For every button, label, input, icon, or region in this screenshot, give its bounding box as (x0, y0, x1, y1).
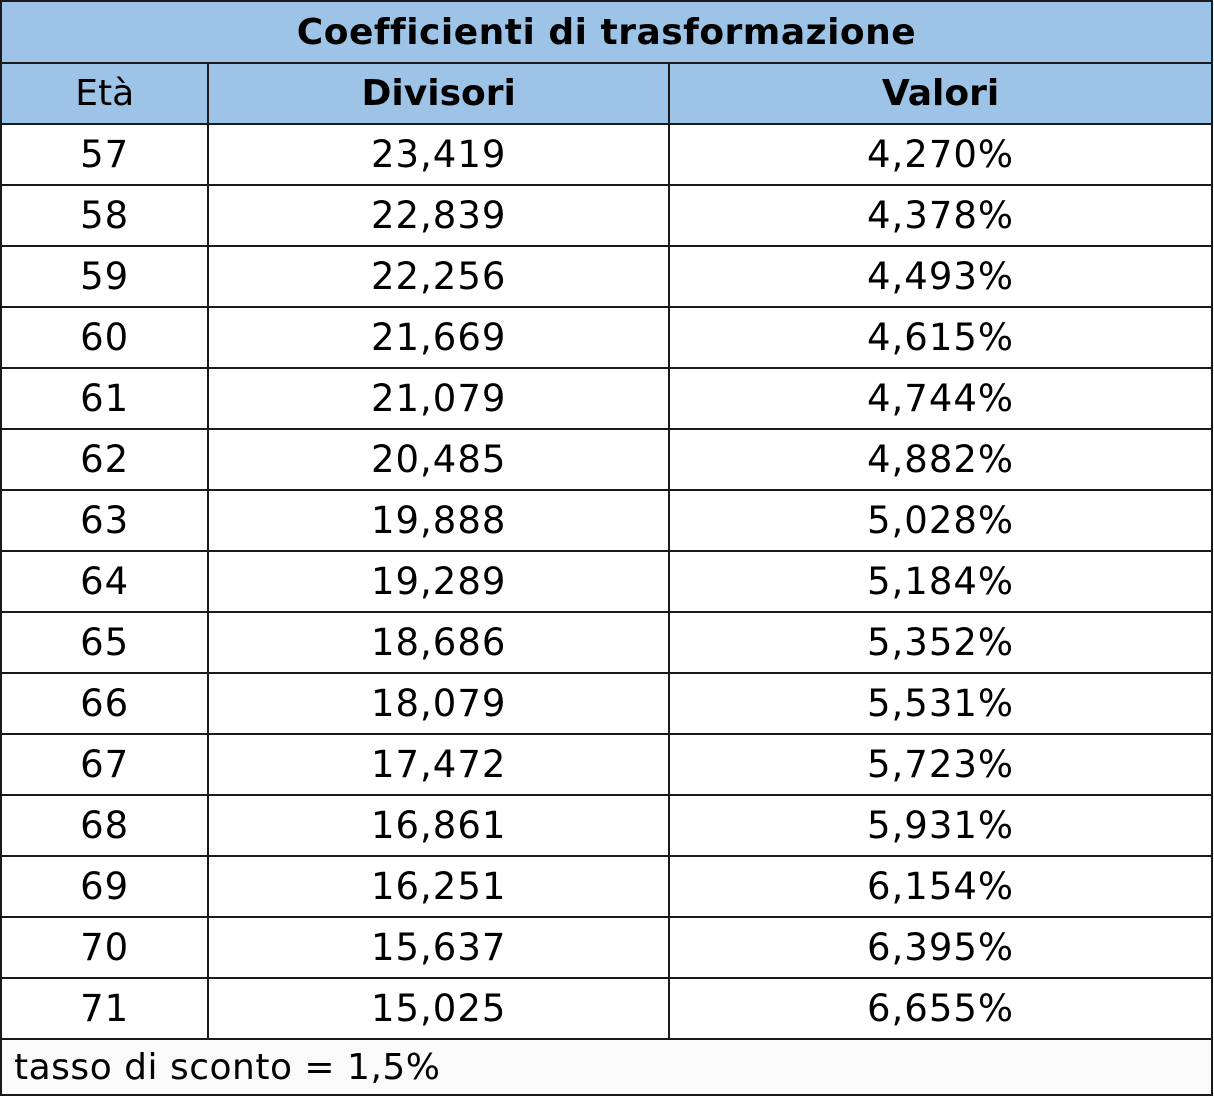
discount-rate-note: tasso di sconto = 1,5% (0, 1038, 1213, 1096)
cell-eta: 64 (0, 550, 210, 613)
table-row: 69 16,251 6,154% (0, 855, 1213, 918)
table-row: 61 21,079 4,744% (0, 367, 1213, 430)
cell-valori: 4,744% (668, 367, 1213, 430)
table-row: 66 18,079 5,531% (0, 672, 1213, 735)
cell-divisori: 15,025 (207, 977, 671, 1040)
cell-eta: 57 (0, 123, 210, 186)
cell-eta: 62 (0, 428, 210, 491)
table-row: 59 22,256 4,493% (0, 245, 1213, 308)
cell-divisori: 22,839 (207, 184, 671, 247)
cell-divisori: 18,079 (207, 672, 671, 735)
footer-row: tasso di sconto = 1,5% (0, 1038, 1213, 1096)
cell-valori: 4,378% (668, 184, 1213, 247)
column-header-eta: Età (0, 62, 210, 125)
cell-eta: 69 (0, 855, 210, 918)
table-row: 60 21,669 4,615% (0, 306, 1213, 369)
column-header-valori: Valori (668, 62, 1213, 125)
cell-eta: 68 (0, 794, 210, 857)
table-row: 63 19,888 5,028% (0, 489, 1213, 552)
cell-eta: 59 (0, 245, 210, 308)
table-row: 64 19,289 5,184% (0, 550, 1213, 613)
cell-valori: 4,615% (668, 306, 1213, 369)
table-row: 65 18,686 5,352% (0, 611, 1213, 674)
header-row: Età Divisori Valori (0, 62, 1213, 125)
cell-valori: 5,531% (668, 672, 1213, 735)
cell-divisori: 18,686 (207, 611, 671, 674)
table-body: 57 23,419 4,270% 58 22,839 4,378% 59 22,256 4,49… (0, 123, 1213, 1040)
title-row: Coefficienti di trasformazione (0, 0, 1213, 64)
cell-divisori: 21,079 (207, 367, 671, 430)
cell-divisori: 19,888 (207, 489, 671, 552)
table-row: 67 17,472 5,723% (0, 733, 1213, 796)
table-row: 68 16,861 5,931% (0, 794, 1213, 857)
cell-divisori: 17,472 (207, 733, 671, 796)
column-header-divisori: Divisori (207, 62, 671, 125)
cell-valori: 4,882% (668, 428, 1213, 491)
cell-valori: 5,931% (668, 794, 1213, 857)
cell-eta: 63 (0, 489, 210, 552)
cell-eta: 71 (0, 977, 210, 1040)
cell-divisori: 22,256 (207, 245, 671, 308)
cell-valori: 5,352% (668, 611, 1213, 674)
cell-eta: 60 (0, 306, 210, 369)
table-row: 58 22,839 4,378% (0, 184, 1213, 247)
cell-eta: 66 (0, 672, 210, 735)
cell-divisori: 21,669 (207, 306, 671, 369)
cell-divisori: 23,419 (207, 123, 671, 186)
table-title: Coefficienti di trasformazione (0, 0, 1213, 64)
cell-valori: 6,154% (668, 855, 1213, 918)
cell-valori: 5,184% (668, 550, 1213, 613)
cell-valori: 5,723% (668, 733, 1213, 796)
cell-eta: 58 (0, 184, 210, 247)
cell-valori: 4,270% (668, 123, 1213, 186)
cell-divisori: 16,251 (207, 855, 671, 918)
cell-valori: 6,655% (668, 977, 1213, 1040)
table-row: 71 15,025 6,655% (0, 977, 1213, 1040)
cell-eta: 67 (0, 733, 210, 796)
cell-divisori: 16,861 (207, 794, 671, 857)
cell-divisori: 19,289 (207, 550, 671, 613)
cell-eta: 70 (0, 916, 210, 979)
table-row: 57 23,419 4,270% (0, 123, 1213, 186)
table-row: 70 15,637 6,395% (0, 916, 1213, 979)
table-row: 62 20,485 4,882% (0, 428, 1213, 491)
cell-eta: 61 (0, 367, 210, 430)
cell-eta: 65 (0, 611, 210, 674)
cell-valori: 6,395% (668, 916, 1213, 979)
cell-divisori: 20,485 (207, 428, 671, 491)
cell-valori: 5,028% (668, 489, 1213, 552)
cell-divisori: 15,637 (207, 916, 671, 979)
cell-valori: 4,493% (668, 245, 1213, 308)
